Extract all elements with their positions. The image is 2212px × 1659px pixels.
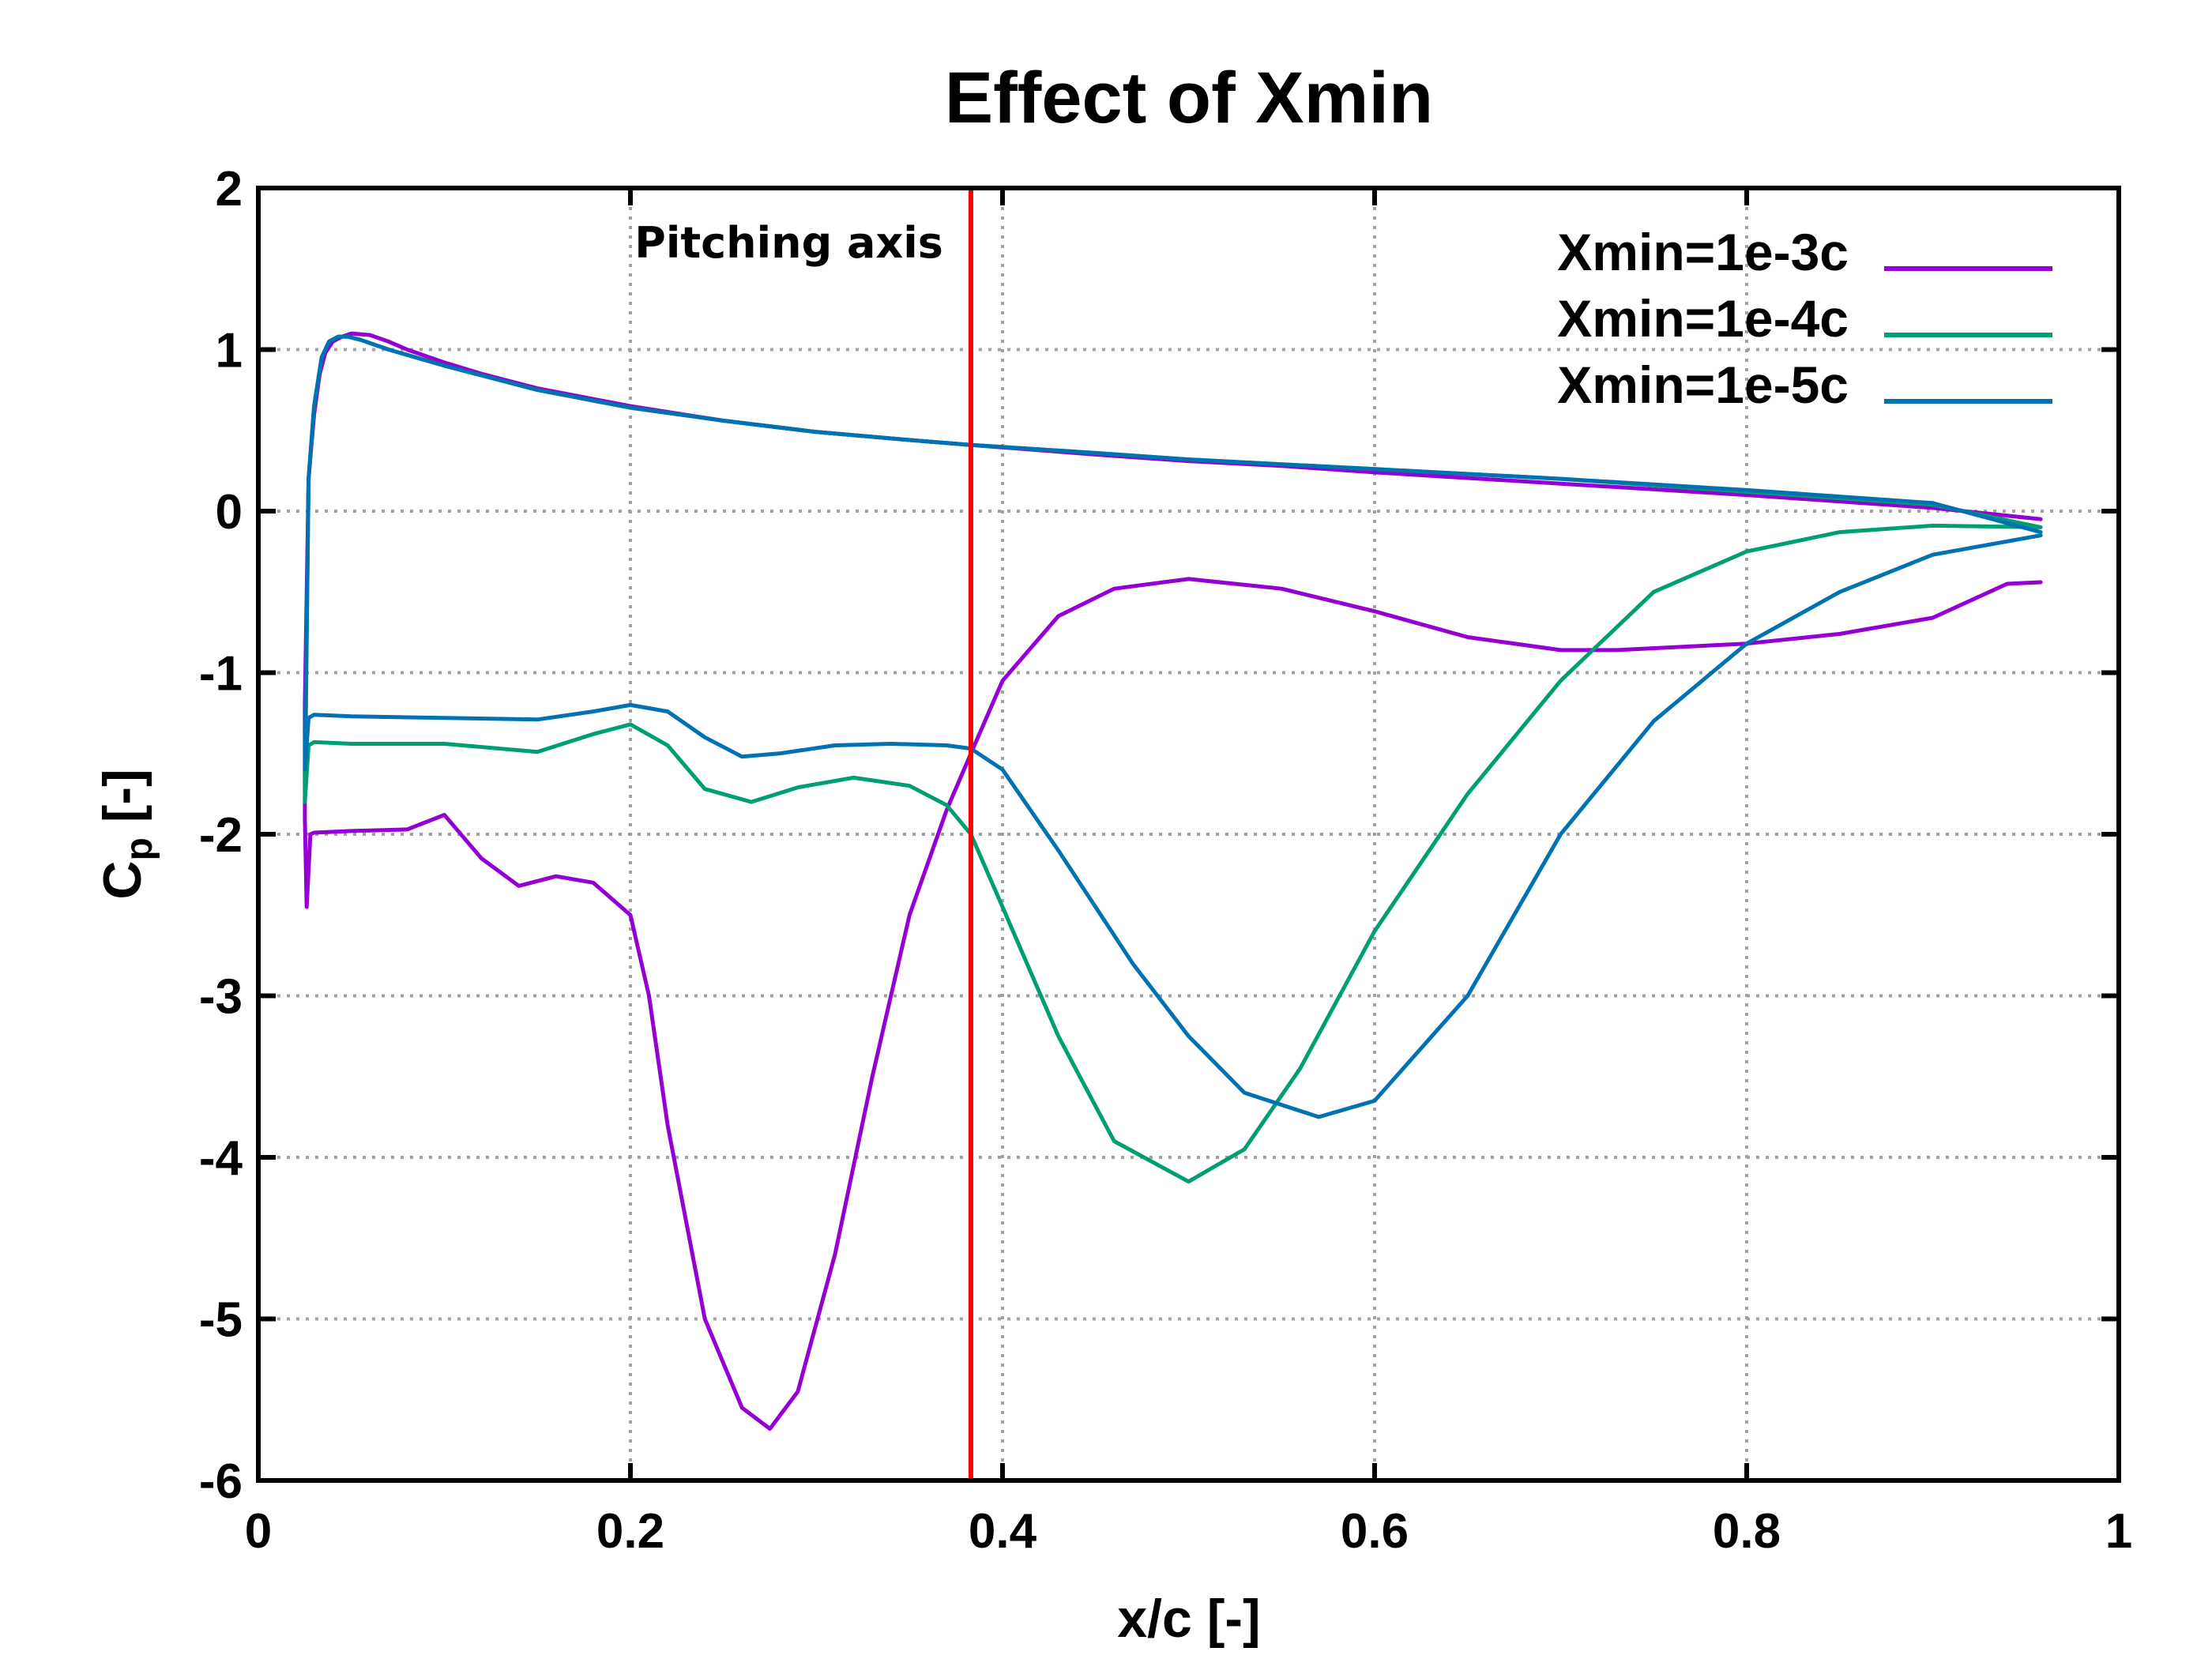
chart-title: Effect of Xmin (945, 58, 1433, 138)
y-tick-label: -3 (199, 970, 243, 1025)
series-line-3 (303, 334, 2043, 1119)
legend-label-3: Xmin=1e-5c (1557, 356, 1849, 414)
x-tick-label: 0.6 (1341, 1504, 1409, 1559)
y-tick-label: -5 (199, 1293, 243, 1348)
series-layer (303, 331, 2043, 1431)
pitching-axis-label: Pitching axis (634, 218, 943, 268)
y-axis-label-main: C (92, 861, 152, 900)
x-tick-label: 0.4 (969, 1504, 1037, 1559)
grid-layer (258, 188, 2119, 1480)
legend: Xmin=1e-3c Xmin=1e-4c Xmin=1e-5c (1557, 223, 2052, 414)
y-axis-label-unit: [-] (92, 769, 152, 837)
tick-label-layer: 0 0.2 0.4 0.6 0.8 1 -6 -5 -4 -3 -2 -1 0 1 2 (199, 162, 2132, 1559)
y-tick-label: 2 (216, 162, 243, 216)
y-tick-label: -1 (199, 647, 243, 702)
tick-layer (256, 186, 2121, 1483)
y-tick-label: -2 (199, 808, 243, 863)
y-axis-label: Cp [-] (92, 769, 160, 899)
x-tick-label: 0.8 (1713, 1504, 1781, 1559)
y-tick-label: -6 (199, 1454, 243, 1509)
y-tick-label: -4 (199, 1131, 243, 1186)
annotation-layer: Pitching axis (634, 188, 973, 1480)
x-tick-label: 0 (245, 1504, 272, 1559)
x-tick-label: 0.2 (596, 1504, 664, 1559)
x-axis-label: x/c [-] (1117, 1589, 1260, 1649)
y-tick-label: 0 (216, 485, 243, 540)
y-axis-label-subscript: p (118, 837, 160, 860)
legend-label-2: Xmin=1e-4c (1557, 289, 1849, 348)
y-tick-label: 1 (216, 324, 243, 378)
legend-label-1: Xmin=1e-3c (1557, 223, 1849, 281)
x-tick-label: 1 (2105, 1504, 2132, 1559)
